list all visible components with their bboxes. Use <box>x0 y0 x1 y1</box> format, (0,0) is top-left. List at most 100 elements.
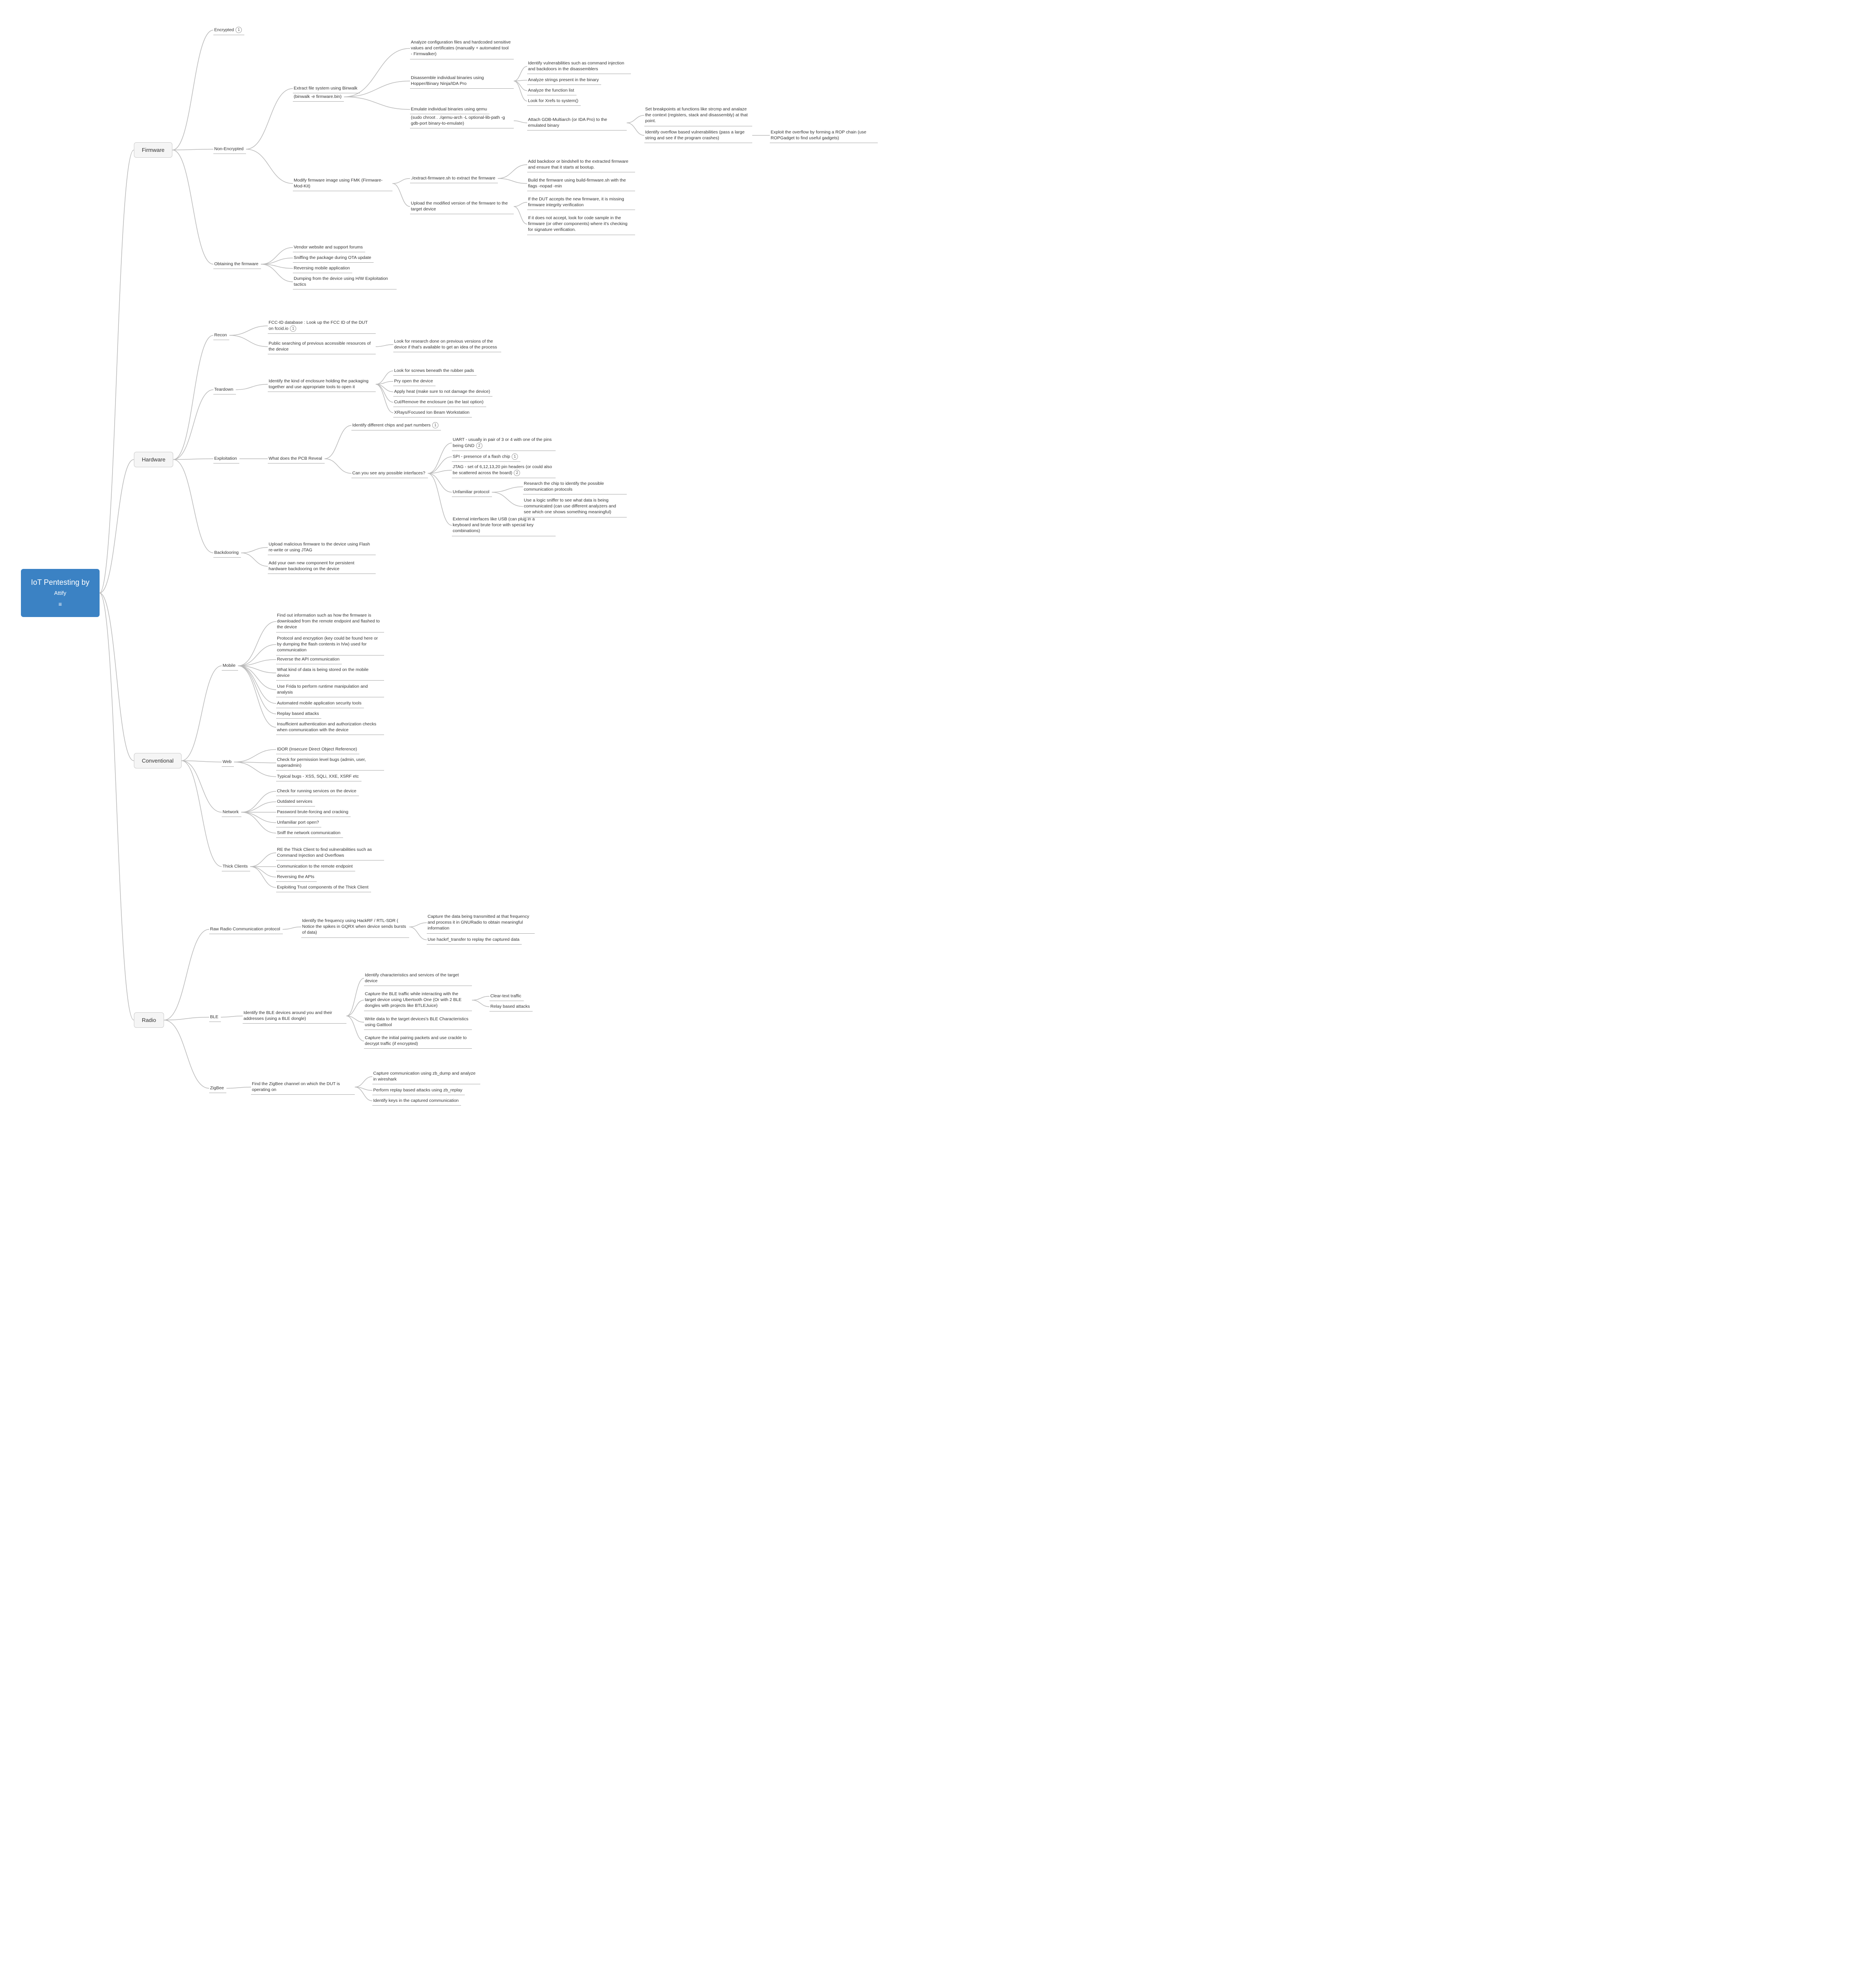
rd-zigbee[interactable]: ZigBee <box>209 1083 226 1093</box>
hw-screws[interactable]: Look for screws beneath the rubber pads <box>393 366 477 376</box>
hw-see-interfaces[interactable]: Can you see any possible interfaces? <box>351 469 428 478</box>
cv-typical-bugs[interactable]: Typical bugs - XSS, SQLi, XXE, XSRF etc <box>276 772 361 781</box>
cv-perm-bugs[interactable]: Check for permission level bugs (admin, … <box>276 755 384 771</box>
fw-rev-mobile[interactable]: Reversing mobile application <box>293 264 352 273</box>
hw-research-chip[interactable]: Research the chip to identify the possib… <box>523 479 627 494</box>
rd-ident-ble[interactable]: Identify the BLE devices around you and … <box>243 1008 346 1024</box>
hw-fccid[interactable]: FCC-ID database : Look up the FCC ID of … <box>268 318 376 334</box>
cv-data-stored[interactable]: What kind of data is being stored on the… <box>276 665 384 681</box>
cv-exploit-trust[interactable]: Exploiting Trust components of the Thick… <box>276 883 371 892</box>
hw-pry[interactable]: Pry open the device <box>393 376 436 386</box>
hw-cut[interactable]: Cut/Remove the enclosure (as the last op… <box>393 397 486 407</box>
hw-jtag-label: JTAG - set of 6,12,13,20 pin headers (or… <box>453 464 552 475</box>
cv-find-fw[interactable]: Find out information such as how the fir… <box>276 611 384 632</box>
fw-if-accepts[interactable]: If the DUT accepts the new firmware, it … <box>527 195 635 210</box>
cv-check-services[interactable]: Check for running services on the device <box>276 786 359 796</box>
branch-conventional[interactable]: Conventional <box>134 753 182 768</box>
rd-ble[interactable]: BLE <box>209 1012 221 1022</box>
cv-rev-apis[interactable]: Reversing the APIs <box>276 872 317 882</box>
fw-non-encrypted[interactable]: Non-Encrypted <box>213 144 246 154</box>
rd-write-data[interactable]: Write data to the target devices's BLE C… <box>364 1014 472 1030</box>
hw-upload-malicious[interactable]: Upload malicious firmware to the device … <box>268 540 376 555</box>
hw-ident-enclosure[interactable]: Identify the kind of enclosure holding t… <box>268 376 376 392</box>
cv-bruteforce[interactable]: Password brute-forcing and cracking <box>276 807 351 817</box>
hw-xrays[interactable]: XRays/Focused Ion Beam Workstation <box>393 408 472 417</box>
fw-analyze-config[interactable]: Analyze configuration files and hardcode… <box>410 38 514 59</box>
cv-unfamiliar-port[interactable]: Unfamiliar port open? <box>276 818 321 827</box>
cv-mobile[interactable]: Mobile <box>222 661 238 671</box>
hw-look-research[interactable]: Look for research done on previous versi… <box>393 337 501 352</box>
fw-dump-hw[interactable]: Dumping from the device using H/W Exploi… <box>293 274 397 289</box>
hw-jtag[interactable]: JTAG - set of 6,12,13,20 pin headers (or… <box>452 462 556 478</box>
fw-ident-vuln[interactable]: Identify vulnerabilities such as command… <box>527 59 631 74</box>
rd-raw[interactable]: Raw Radio Communication protocol <box>209 924 283 934</box>
fw-exploit-overflow[interactable]: Exploit the overflow by forming a ROP ch… <box>770 128 878 143</box>
hw-logic-sniffer[interactable]: Use a logic sniffer to see what data is … <box>523 496 627 517</box>
rd-relay[interactable]: Relay based attacks <box>490 1002 533 1011</box>
cv-frida[interactable]: Use Frida to perform runtime manipulatio… <box>276 682 384 697</box>
hw-pcb-reveal[interactable]: What does the PCB Reveal <box>268 454 325 463</box>
rd-capture-data[interactable]: Capture the data being transmitted at th… <box>427 912 535 934</box>
fw-set-breakpoints[interactable]: Set breakpoints at functions like strcmp… <box>644 105 752 126</box>
cv-reverse-api[interactable]: Reverse the API communication <box>276 655 342 664</box>
hw-ext-interfaces[interactable]: External interfaces like USB (can plug i… <box>452 515 556 536</box>
rd-replay-zb[interactable]: Perform replay based attacks using zb_re… <box>372 1086 465 1095</box>
fw-extract-fw-sh[interactable]: ./extract-firmware.sh to extract the fir… <box>410 174 498 183</box>
fw-obtaining[interactable]: Obtaining the firmware <box>213 259 261 269</box>
fw-build-fw[interactable]: Build the firmware using build-firmware.… <box>527 176 635 191</box>
hw-public-search[interactable]: Public searching of previous accessible … <box>268 339 376 354</box>
cv-replay[interactable]: Replay based attacks <box>276 709 321 719</box>
fw-vendor[interactable]: Vendor website and support forums <box>293 243 365 252</box>
fw-modify[interactable]: Modify firmware image using FMK (Firmwar… <box>293 176 392 191</box>
rd-ident-char[interactable]: Identify characteristics and services of… <box>364 971 472 986</box>
hw-exploitation[interactable]: Exploitation <box>213 454 239 463</box>
rd-ident-freq[interactable]: Identify the frequency using HackRF / RT… <box>301 916 409 938</box>
hw-backdooring[interactable]: Backdooring <box>213 548 241 558</box>
rd-capture-ble[interactable]: Capture the BLE traffic while interactin… <box>364 989 472 1011</box>
root-node[interactable]: IoT Pentesting by Attify ≡ <box>21 569 100 617</box>
branch-hardware[interactable]: Hardware <box>134 452 173 467</box>
fw-upload-mod[interactable]: Upload the modified version of the firmw… <box>410 199 514 214</box>
fw-analyze-func[interactable]: Analyze the function list <box>527 86 577 95</box>
branch-radio[interactable]: Radio <box>134 1012 164 1028</box>
cv-comm-remote[interactable]: Communication to the remote endpoint <box>276 862 355 871</box>
fw-sniff-ota[interactable]: Sniffing the package during OTA update <box>293 253 374 263</box>
fw-ident-overflow[interactable]: Identify overflow based vulnerabilities … <box>644 128 752 143</box>
cv-web[interactable]: Web <box>222 757 234 767</box>
fw-disassemble[interactable]: Disassemble individual binaries using Ho… <box>410 73 514 89</box>
branch-firmware[interactable]: Firmware <box>134 142 172 158</box>
cv-insuf-auth[interactable]: Insufficient authentication and authoriz… <box>276 720 384 735</box>
cv-protocol[interactable]: Protocol and encryption (key could be fo… <box>276 634 384 656</box>
hw-heat[interactable]: Apply heat (make sure to not damage the … <box>393 387 492 397</box>
root-title: IoT Pentesting by <box>31 577 90 588</box>
rd-capture-zb[interactable]: Capture communication using zb_dump and … <box>372 1069 480 1084</box>
rd-hackrf[interactable]: Use hackrf_transfer to replay the captur… <box>427 935 522 945</box>
cv-re-thick[interactable]: RE the Thick Client to find vulnerabilit… <box>276 845 384 860</box>
fw-attach-gdb[interactable]: Attach GDB-Multiarch (or IDA Pro) to the… <box>527 115 627 131</box>
hw-spi[interactable]: SPI - presence of a flash chip1 <box>452 452 520 462</box>
hw-add-component[interactable]: Add your own new component for persisten… <box>268 558 376 574</box>
rd-capture-init[interactable]: Capture the initial pairing packets and … <box>364 1033 472 1049</box>
cv-auto-tools[interactable]: Automated mobile application security to… <box>276 699 364 708</box>
root-subtitle: Attify <box>54 589 66 597</box>
cv-idor[interactable]: IDOR (Insecure Direct Object Reference) <box>276 745 359 754</box>
cv-thick[interactable]: Thick Clients <box>222 862 250 871</box>
cv-outdated[interactable]: Outdated services <box>276 797 315 807</box>
rd-clear-text[interactable]: Clear-text traffic <box>490 991 524 1001</box>
fw-if-not-accept[interactable]: If it does not accept, look for code sam… <box>527 213 635 235</box>
hw-ident-chips[interactable]: Identify different chips and part number… <box>351 420 441 430</box>
hw-fccid-label: FCC-ID database : Look up the FCC ID of … <box>269 320 368 331</box>
badge-icon: 1 <box>512 453 518 460</box>
hw-teardown[interactable]: Teardown <box>213 385 236 394</box>
hw-uart[interactable]: UART - usually in pair of 3 or 4 with on… <box>452 435 556 451</box>
rd-ident-keys[interactable]: Identify keys in the captured communicat… <box>372 1096 461 1106</box>
hw-unfamiliar[interactable]: Unfamiliar protocol <box>452 487 492 497</box>
fw-xrefs[interactable]: Look for Xrefs to system() <box>527 96 581 106</box>
cv-network[interactable]: Network <box>222 807 241 817</box>
fw-add-backdoor[interactable]: Add backdoor or bindshell to the extract… <box>527 157 635 172</box>
cv-sniff-net[interactable]: Sniff the network communication <box>276 828 343 838</box>
fw-encrypted[interactable]: Encrypted1 <box>213 25 244 35</box>
rd-find-zigbee[interactable]: Find the ZigBee channel on which the DUT… <box>251 1079 355 1095</box>
hw-recon[interactable]: Recon <box>213 330 229 340</box>
fw-analyze-strings[interactable]: Analyze strings present in the binary <box>527 75 601 85</box>
